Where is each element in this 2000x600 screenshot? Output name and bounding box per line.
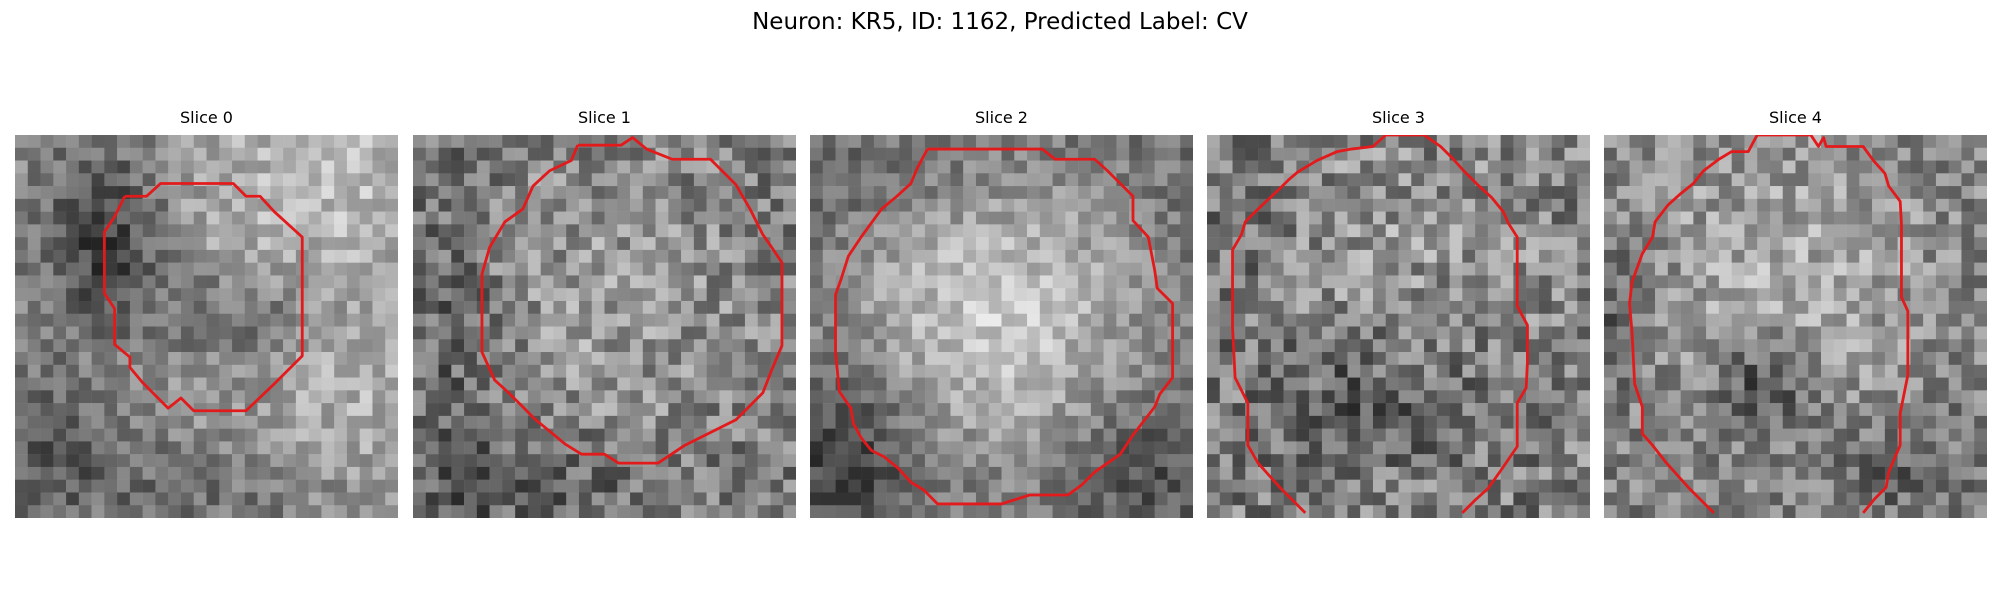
- slice-panel-3: Slice 3: [1207, 108, 1590, 518]
- slice-title-0: Slice 0: [180, 108, 233, 127]
- slice-image-2: [810, 135, 1193, 518]
- neuron-contour-1: [480, 136, 784, 465]
- slice-title-2: Slice 2: [975, 108, 1028, 127]
- slice-title-3: Slice 3: [1372, 108, 1425, 127]
- neuron-contour-2: [834, 147, 1174, 506]
- slice-image-3: [1207, 135, 1590, 518]
- neuron-contour-4: [1628, 135, 1910, 514]
- figure-title: Neuron: KR5, ID: 1162, Predicted Label: …: [752, 9, 1248, 35]
- slice-image-1: [413, 135, 796, 518]
- slice-panel-2: Slice 2: [810, 108, 1193, 518]
- neuron-contour-3: [1231, 135, 1529, 514]
- pixel-grid-1: [413, 135, 796, 518]
- neuron-contour-0: [102, 182, 304, 413]
- slice-panel-0: Slice 0: [15, 108, 398, 518]
- slice-image-4: [1604, 135, 1987, 518]
- slice-title-4: Slice 4: [1769, 108, 1822, 127]
- slice-title-1: Slice 1: [578, 108, 631, 127]
- slice-panel-4: Slice 4: [1604, 108, 1987, 518]
- pixel-grid-0: [15, 135, 398, 518]
- pixel-grid-4: [1604, 135, 1987, 518]
- slice-image-0: [15, 135, 398, 518]
- slice-panel-1: Slice 1: [413, 108, 796, 518]
- pixel-grid-3: [1207, 135, 1590, 518]
- pixel-grid-2: [810, 135, 1193, 518]
